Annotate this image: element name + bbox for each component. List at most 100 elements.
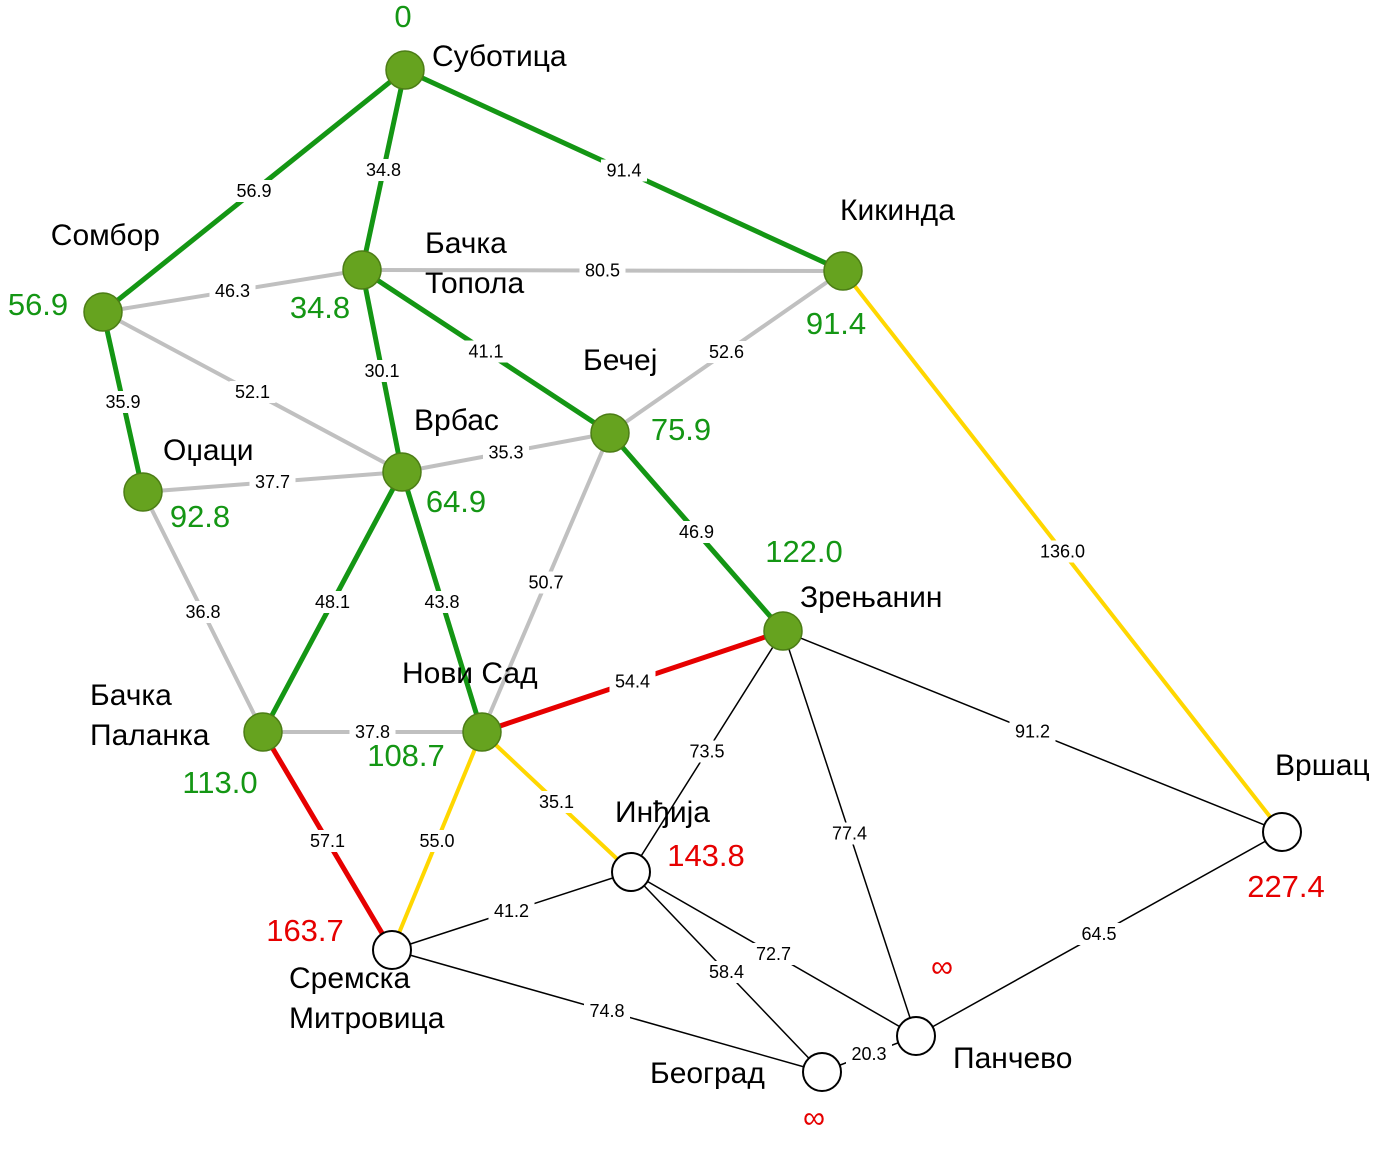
edge-weight-text: 36.8 [185, 602, 220, 622]
edge-weights-layer: 56.9 34.8 91.4 46.3 80.5 35.9 52.1 30.1 41.1 52.6… [100, 159, 1122, 1065]
edge-weight-background [673, 521, 720, 543]
edge-weight-text: 58.4 [709, 962, 744, 982]
edge-weight-novi-sad-indjija: 35.1 [533, 791, 580, 813]
distance-label-vrbas: 64.9 [426, 484, 486, 519]
edge-weight-vrbas-becej: 35.3 [483, 441, 529, 464]
edge-weight-text: 35.3 [488, 443, 523, 463]
edge-weight-background [359, 360, 405, 382]
city-name-line: Оџаци [163, 434, 254, 467]
node-vrbas [382, 452, 422, 492]
city-name-line: Инђија [615, 796, 710, 829]
edge-weight-text: 43.8 [424, 592, 459, 612]
distance-label-zrenjanin: 122.0 [765, 534, 843, 569]
edge-weight-text: 64.5 [1081, 924, 1116, 944]
edge-weight-background [1034, 540, 1091, 563]
distance-label-odzaci: 92.8 [170, 499, 230, 534]
edge-weight-text: 55.0 [419, 831, 454, 851]
edge-weight-sremska-mitrovica-beograd: 74.8 [584, 1000, 630, 1022]
edge-weight-background [488, 900, 535, 922]
city-name-pancevo: Панчево [953, 1042, 1072, 1075]
edge-weight-text: 54.4 [615, 672, 650, 692]
node-kikinda [823, 251, 863, 291]
city-name-odzaci: Оџаци [163, 434, 254, 467]
city-name-line: Сомбор [51, 219, 160, 252]
city-name-line: Зрењанин [800, 581, 942, 614]
edge-weight-zrenjanin-indjija: 73.5 [684, 740, 730, 763]
city-name-indjija: Инђија [615, 796, 710, 829]
city-name-zrenjanin: Зрењанин [800, 581, 942, 614]
distance-label-sremska-mitrovica: 163.7 [266, 913, 344, 948]
city-name-vrbas: Врбас [414, 404, 499, 437]
edge-weight-text: 41.1 [468, 342, 503, 362]
node-novi-sad [462, 712, 502, 752]
city-name-novi-sad: Нови Сад [402, 657, 538, 690]
city-name-line: Бечеј [583, 344, 657, 377]
edge-weight-zrenjanin-vrsac: 91.2 [1009, 720, 1056, 743]
edge-weight-background [684, 740, 730, 763]
edge-weight-text: 73.5 [689, 742, 724, 762]
edge-weight-text: 52.6 [709, 342, 744, 362]
edge-weight-text: 91.2 [1015, 722, 1050, 742]
city-name-line: Вршац [1275, 749, 1370, 782]
distance-label-pancevo: ∞ [931, 949, 953, 984]
edge-weight-background [609, 670, 656, 693]
distance-label-beograd: ∞ [803, 1100, 825, 1135]
edge-weight-text: 20.3 [851, 1044, 886, 1064]
edge-weight-novi-sad-sremska-mitrovica: 55.0 [414, 830, 460, 852]
city-name-line: Паланка [90, 719, 210, 752]
distance-label-becej: 75.9 [651, 412, 711, 447]
node-sombor [83, 292, 123, 332]
edge-weight-text: 136.0 [1040, 542, 1085, 562]
edge-weight-background [601, 159, 647, 182]
edge-weight-kikinda-vrsac: 136.0 [1034, 540, 1091, 563]
edge-weight-background [229, 381, 276, 403]
edge-weight-background [419, 591, 465, 613]
city-name-sremska-mitrovica: Сремска Митровица [289, 962, 445, 1035]
labels-layer: Суботица 0 Сомбор 56.9 Бачка Топола 34.8 Кикинд… [8, 0, 1370, 1135]
edge-weight-text: 48.1 [315, 592, 350, 612]
edge-weight-background [584, 1000, 630, 1022]
edge-weight-text: 46.3 [215, 281, 250, 301]
edge-weight-sombor-vrbas: 52.1 [229, 381, 276, 403]
edge-weight-background [703, 341, 750, 363]
edge-weight-background [463, 340, 509, 363]
edge-weight-background [360, 159, 407, 181]
edge-weight-text: 34.8 [366, 160, 401, 180]
edge-weight-becej-novi-sad: 50.7 [523, 571, 569, 594]
node-subotica [385, 50, 425, 90]
edge-weight-text: 56.9 [236, 181, 271, 201]
city-name-backa-palanka: Бачка Паланка [90, 679, 210, 752]
edge-weight-text: 46.9 [679, 522, 714, 542]
city-name-subotica: Суботица [432, 40, 567, 73]
node-sremska-mitrovica [372, 930, 412, 970]
edge-weight-text: 91.4 [606, 161, 641, 181]
edge-weight-background [309, 591, 356, 613]
distance-label-vrsac: 227.4 [1247, 869, 1325, 904]
edge-weight-text: 52.1 [235, 382, 270, 402]
edge-weight-pancevo-vrsac: 64.5 [1076, 923, 1122, 945]
city-name-beograd: Београд [650, 1057, 765, 1090]
edge-weight-background [1076, 923, 1122, 945]
distance-label-backa-topola: 34.8 [290, 290, 350, 325]
edge-weight-sombor-backa-topola: 46.3 [209, 280, 256, 302]
edge-weight-indjija-pancevo: 72.7 [750, 943, 797, 965]
node-pancevo [896, 1016, 936, 1056]
edge-weight-background [249, 471, 296, 493]
city-name-sombor: Сомбор [51, 219, 160, 252]
distance-label-kikinda: 91.4 [806, 306, 866, 341]
city-name-line: Митровица [289, 1002, 445, 1035]
distance-label-subotica: 0 [394, 0, 411, 34]
city-name-vrsac: Вршац [1275, 749, 1370, 782]
edge-weight-background [750, 943, 797, 965]
edge-weight-background [100, 391, 146, 413]
distance-label-sombor: 56.9 [8, 287, 68, 322]
city-name-line: Кикинда [840, 194, 955, 227]
edge-weight-text: 72.7 [756, 944, 791, 964]
city-name-line: Топола [425, 267, 524, 300]
edge-weight-background [846, 1043, 892, 1065]
node-indjija [611, 852, 651, 892]
node-backa-topola [342, 250, 382, 290]
edge-weight-background [304, 830, 351, 852]
edge-weight-background [703, 961, 750, 983]
